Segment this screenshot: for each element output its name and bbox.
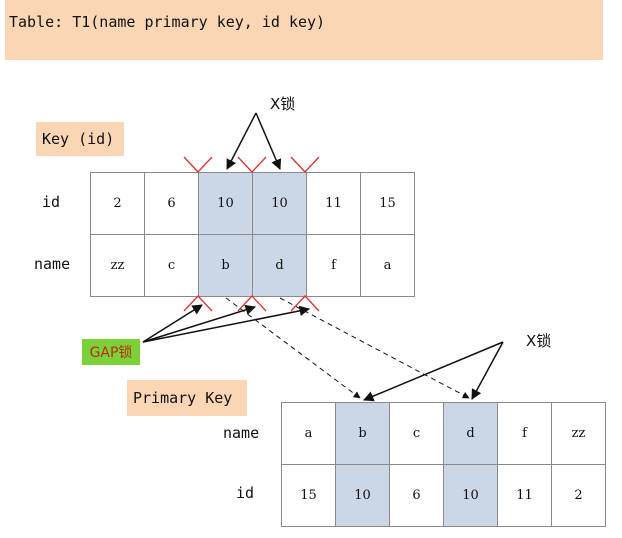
table-cell-highlighted: 10 <box>443 464 498 527</box>
key-row-header-id: id <box>42 193 61 211</box>
gap-lock-arrow <box>142 305 311 343</box>
table-row: 2 6 10 10 11 15 <box>90 172 415 235</box>
table-cell-highlighted: b <box>198 234 253 297</box>
table-cell: 15 <box>360 172 415 235</box>
pk-row-header-id: id <box>236 484 255 502</box>
table-cell: zz <box>551 402 606 465</box>
table-cell-highlighted: 10 <box>198 172 253 235</box>
table-row: 15 10 6 10 11 2 <box>281 464 606 527</box>
table-cell: 11 <box>497 464 552 527</box>
gap-marker-top <box>183 156 320 173</box>
table-cell: c <box>389 402 444 465</box>
table-cell: f <box>306 234 361 297</box>
gap-lock-arrow <box>142 304 203 343</box>
table-cell: zz <box>90 234 145 297</box>
table-cell: 6 <box>389 464 444 527</box>
table-cell-highlighted: b <box>335 402 390 465</box>
key-index-label: Key (id) <box>36 122 124 156</box>
table-cell: 15 <box>281 464 336 527</box>
primary-key-label: Primary Key <box>127 380 247 416</box>
gap-lock-label: GAP锁 <box>82 339 140 365</box>
key-row-header-name: name <box>34 255 71 273</box>
table-cell: a <box>281 402 336 465</box>
table-cell-highlighted: 10 <box>252 172 307 235</box>
index-pointer-dashed <box>279 297 470 399</box>
x-lock-arrow <box>363 341 504 402</box>
x-lock-right-label: X锁 <box>526 332 552 350</box>
table-cell-highlighted: d <box>252 234 307 297</box>
table-cell: a <box>360 234 415 297</box>
table-row: a b c d f zz <box>281 402 606 465</box>
table-cell: 2 <box>551 464 606 527</box>
table-cell: 6 <box>144 172 199 235</box>
table-cell: f <box>497 402 552 465</box>
table-cell-highlighted: 10 <box>335 464 390 527</box>
key-index-table: 2 6 10 10 11 15 zz c b d f a <box>90 172 415 297</box>
table-cell-highlighted: d <box>443 402 498 465</box>
x-lock-arrow <box>255 112 282 170</box>
index-pointer-dashed <box>225 297 361 399</box>
table-cell: 11 <box>306 172 361 235</box>
gap-lock-arrow <box>142 304 257 343</box>
pk-row-header-name: name <box>223 424 260 442</box>
primary-key-table: a b c d f zz 15 10 6 10 11 2 <box>281 402 606 527</box>
x-lock-arrow <box>471 341 504 400</box>
x-lock-arrow <box>226 112 257 170</box>
title-banner <box>5 0 603 60</box>
table-row: zz c b d f a <box>90 234 415 297</box>
page-title: Table: T1(name primary key, id key) <box>9 13 326 31</box>
gap-marker-bottom <box>183 295 320 312</box>
x-lock-top-label: X锁 <box>270 95 296 113</box>
